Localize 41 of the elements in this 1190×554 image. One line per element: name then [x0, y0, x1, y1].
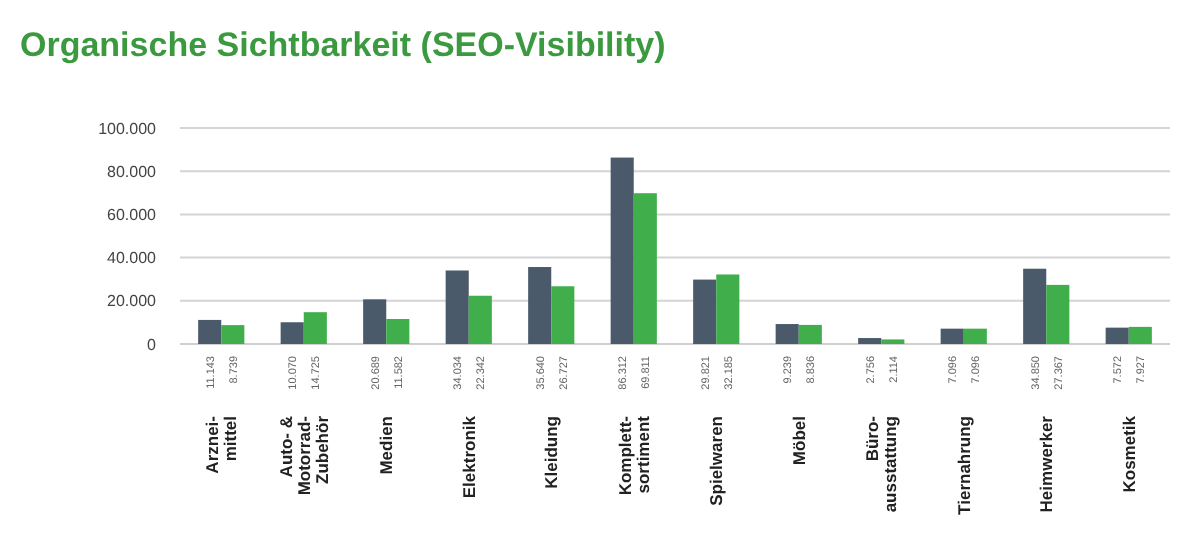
x-tick-label: Medien [376, 416, 397, 475]
bar [198, 319, 222, 344]
bar [716, 274, 740, 344]
bar [1023, 268, 1047, 344]
bar [280, 322, 304, 344]
bar [1128, 326, 1152, 344]
x-tick-label: Möbel [788, 416, 809, 466]
bar [386, 318, 410, 344]
chart-title: Organische Sichtbarkeit (SEO-Visibility) [20, 26, 666, 64]
x-tick-label: Tiernahrung [953, 416, 974, 515]
bar [775, 324, 799, 344]
y-tick-label: 0 [147, 335, 158, 354]
bar [858, 338, 882, 344]
x-tick-label: Heimwerker [1036, 414, 1057, 513]
x-tick-label: Elektronik [458, 415, 479, 499]
x-tick-label: Kosmetik [1118, 415, 1139, 493]
y-tick-label: 80.000 [107, 162, 158, 181]
bar [363, 299, 387, 344]
y-tick-label: 40.000 [107, 249, 158, 268]
bar [551, 286, 575, 344]
bar [303, 312, 327, 344]
bar [1105, 327, 1129, 344]
x-tick-label: Spielwaren [706, 416, 727, 506]
bar [221, 325, 245, 344]
bar [798, 324, 822, 344]
y-tick-label: 100.000 [98, 119, 158, 138]
bar [528, 267, 552, 344]
x-tick-label: Büro- ausstattung [862, 415, 901, 513]
x-tick-label: Komplett- sortiment [614, 415, 653, 496]
x-tick-label: Kleidung [541, 416, 562, 489]
bar [610, 157, 634, 344]
bar [963, 328, 987, 344]
bar [445, 270, 469, 344]
bar [468, 295, 492, 344]
y-tick-label: 60.000 [107, 206, 158, 224]
bar [693, 279, 717, 344]
bar [633, 193, 657, 344]
bar [1046, 284, 1070, 344]
bar [940, 328, 964, 344]
y-tick-label: 20.000 [107, 292, 158, 311]
x-tick-label: Arznei- mittel [202, 415, 241, 474]
